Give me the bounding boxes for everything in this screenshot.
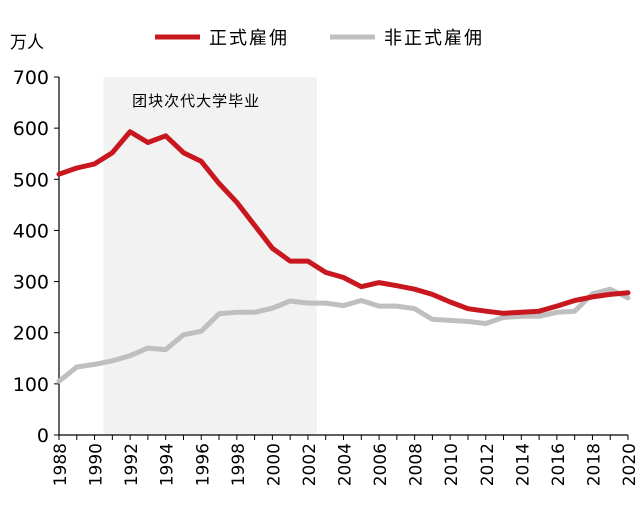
x-tick-label: 2008	[407, 443, 427, 486]
y-tick-label: 0	[37, 425, 49, 447]
x-tick-label: 2004	[336, 443, 356, 486]
x-tick-label: 2010	[442, 443, 462, 486]
x-tick-label: 1992	[122, 443, 142, 486]
x-tick-label: 2000	[264, 443, 284, 486]
y-unit-label: 万人	[10, 33, 44, 53]
x-tick-label: 1988	[51, 443, 71, 486]
shaded-region-label: 团块次代大学毕业	[132, 92, 260, 110]
y-tick-label: 500	[13, 169, 49, 191]
x-tick-label: 1990	[87, 443, 107, 486]
x-tick-label: 2012	[478, 443, 498, 486]
y-tick-label: 700	[13, 67, 49, 89]
x-tick-label: 1998	[229, 443, 249, 486]
y-tick-label: 300	[13, 272, 49, 294]
x-tick-label: 2014	[513, 443, 533, 486]
series-line-regular	[56, 129, 631, 316]
x-tick-label: 2006	[371, 443, 391, 486]
legend-label: 非正式雇佣	[384, 28, 484, 49]
y-tick-label: 100	[13, 374, 49, 396]
x-tick-label: 2002	[300, 443, 320, 486]
x-tick-label: 1994	[158, 443, 178, 486]
y-tick-label: 600	[13, 118, 49, 140]
x-tick-label: 1996	[193, 443, 213, 486]
series-line-nonregular	[56, 286, 631, 384]
x-tick-label: 2020	[620, 443, 640, 486]
x-tick-label: 2018	[584, 443, 604, 486]
y-tick-label: 200	[13, 323, 49, 345]
y-tick-label: 400	[13, 220, 49, 242]
x-tick-label: 2016	[549, 443, 569, 486]
legend-label: 正式雇佣	[209, 28, 289, 49]
